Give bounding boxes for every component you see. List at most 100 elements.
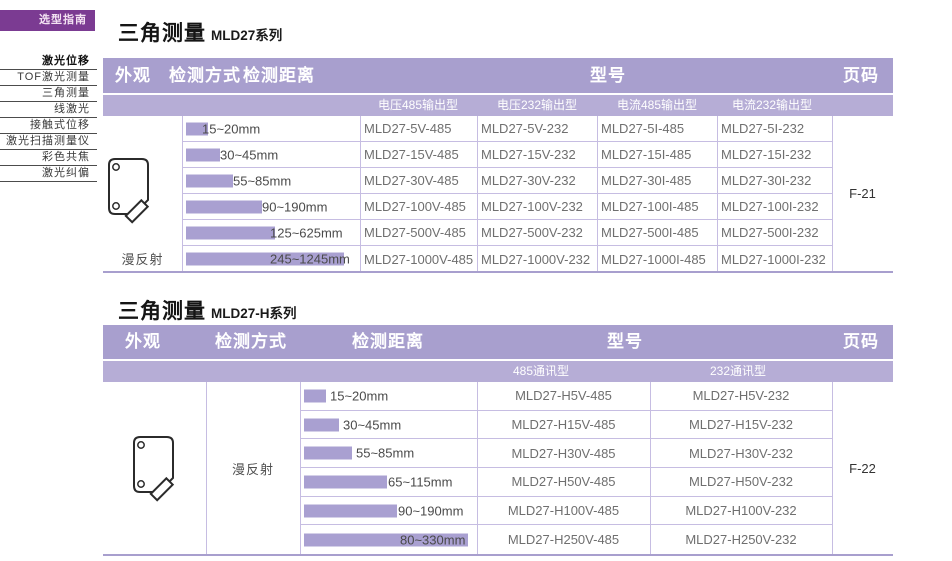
sidebar-tab-selection-guide[interactable]: 选型指南 [0,10,95,31]
model-cell: MLD27-1000V-232 [481,251,591,267]
range-bar [304,446,352,460]
grid-line [832,382,833,554]
table2-header: 外观 检测方式 检测距离 型号 页码 [103,325,893,359]
model-cell: MLD27-30V-232 [481,173,576,188]
model-cell: MLD27-100V-232 [481,199,583,214]
distance-cell: 30~45mm [182,142,360,167]
distance-label: 55~85mm [356,445,415,461]
model-cell: MLD27-30V-485 [364,173,459,188]
sidebar-nav: 激光位移 TOF激光测量 三角测量 线激光 接触式位移 激光扫描测量仪 彩色共焦… [0,54,97,182]
model-cell: MLD27-5I-232 [721,121,805,136]
model-cell: MLD27-H5V-232 [692,388,790,404]
distance-label: 90~190mm [262,199,328,214]
table1-subheader-v232: 电压232输出型 [496,98,578,112]
sidebar-item-line-laser[interactable]: 线激光 [0,102,97,118]
table-row: 55~85mm MLD27-30V-485 MLD27-30V-232 MLD2… [182,168,832,194]
model-cell: MLD27-1000V-485 [364,251,474,267]
section2-title: 三角测量 MLD27-H系列 [118,295,297,325]
model-cell: MLD27-H15V-232 [688,417,794,433]
distance-cell: 90~190mm [182,194,360,219]
sidebar-item-laser-alignment[interactable]: 激光纠偏 [0,166,97,182]
table2-rows: 15~20mm MLD27-H5V-485 MLD27-H5V-232 30~4… [300,382,832,554]
distance-cell: 15~20mm [300,382,477,410]
model-cell: MLD27-500V-232 [481,225,583,240]
model-cell: MLD27-H250V-232 [685,532,797,548]
distance-cell: 15~20mm [182,116,360,141]
model-cell: MLD27-100I-232 [721,199,819,214]
distance-cell: 30~45mm [300,411,477,439]
table1-subheader-v485: 电压485输出型 [377,98,459,112]
distance-cell: 90~190mm [300,497,477,525]
distance-cell: 245~1245mm [182,246,360,272]
table-row: 30~45mm MLD27-15V-485 MLD27-15V-232 MLD2… [182,142,832,168]
model-cell: MLD27-H100V-232 [685,503,797,519]
sidebar-item-tof-laser[interactable]: TOF激光测量 [0,70,97,86]
sensor-icon [108,158,150,224]
table1-method-value: 漫反射 [121,252,164,267]
range-bar [186,122,208,135]
model-cell: MLD27-15V-232 [481,147,576,162]
range-bar [304,533,468,547]
range-bar [304,418,339,432]
table-row: 90~190mm MLD27-100V-485 MLD27-100V-232 M… [182,194,832,220]
table1-appearance-cell: 漫反射 [103,116,182,271]
model-cell: MLD27-15I-232 [721,147,812,162]
model-cell: MLD27-5V-232 [481,121,569,136]
section1-title-text: 三角测量 [118,22,206,45]
model-cell: MLD27-H50V-485 [511,474,616,490]
table1-col-header-appearance: 外观 [115,66,151,85]
model-cell: MLD27-500I-232 [721,225,819,240]
range-bar [304,389,326,403]
table1-col-header-method: 检测方式 [169,66,241,85]
table2-col-header-method: 检测方式 [215,332,287,351]
table1-col-header-model: 型号 [590,66,626,85]
model-cell: MLD27-H30V-232 [688,445,794,461]
model-cell: MLD27-H5V-485 [515,388,612,404]
table2-appearance-cell [103,382,206,554]
sidebar-item-laser-scanner[interactable]: 激光扫描测量仪 [0,134,97,150]
range-bar [186,252,344,266]
table-row: 80~330mm MLD27-H250V-485 MLD27-H250V-232 [300,525,832,554]
model-cell: MLD27-H50V-232 [688,474,794,490]
table-row: 15~20mm MLD27-5V-485 MLD27-5V-232 MLD27-… [182,116,832,142]
table-row: 125~625mm MLD27-500V-485 MLD27-500V-232 … [182,220,832,246]
model-cell: MLD27-500V-485 [364,225,466,240]
distance-label: 80~330mm [400,532,466,548]
table2-subheader-485: 485通讯型 [512,364,570,378]
table1-col-header-page: 页码 [843,66,879,85]
table1-rows: 15~20mm MLD27-5V-485 MLD27-5V-232 MLD27-… [182,116,832,271]
range-bar [186,226,275,239]
table2-subheader: 485通讯型 232通讯型 [103,361,893,382]
distance-label: 15~20mm [330,388,389,404]
distance-cell: 125~625mm [182,220,360,245]
table-row: 90~190mm MLD27-H100V-485 MLD27-H100V-232 [300,497,832,526]
table2-subheader-232: 232通讯型 [709,364,767,378]
table1-header: 外观 检测方式 检测距离 型号 页码 [103,58,893,93]
distance-label: 30~45mm [220,147,279,162]
distance-label: 55~85mm [233,173,292,188]
range-bar [304,504,397,518]
table-row: 55~85mm MLD27-H30V-485 MLD27-H30V-232 [300,439,832,469]
model-cell: MLD27-H30V-485 [511,445,616,461]
sidebar-item-contact-displacement[interactable]: 接触式位移 [0,118,97,134]
table2-col-header-model: 型号 [607,332,643,351]
table2-body: 漫反射 15~20mm MLD27-H5V-485 MLD27-H5V-232 … [103,382,893,556]
distance-label: 30~45mm [343,417,402,433]
table2-col-header-distance: 检测距离 [352,332,424,351]
table1-subheader-i232: 电流232输出型 [731,98,813,112]
table1-page-cell: F-21 [849,186,876,201]
model-cell: MLD27-15I-485 [601,147,692,162]
table2-col-header-appearance: 外观 [125,332,161,351]
sidebar-item-confocal[interactable]: 彩色共焦 [0,150,97,166]
model-cell: MLD27-30I-485 [601,173,692,188]
model-cell: MLD27-500I-485 [601,225,699,240]
distance-cell: 55~85mm [300,439,477,467]
grid-line [832,116,833,271]
table2-method-cell: 漫反射 [231,461,274,477]
sidebar-item-laser-displacement[interactable]: 激光位移 [0,54,97,70]
sidebar-item-triangulation[interactable]: 三角测量 [0,86,97,102]
table1-subheader: 电压485输出型 电压232输出型 电流485输出型 电流232输出型 [103,95,893,116]
distance-cell: 80~330mm [300,525,477,554]
distance-cell: 55~85mm [182,168,360,193]
